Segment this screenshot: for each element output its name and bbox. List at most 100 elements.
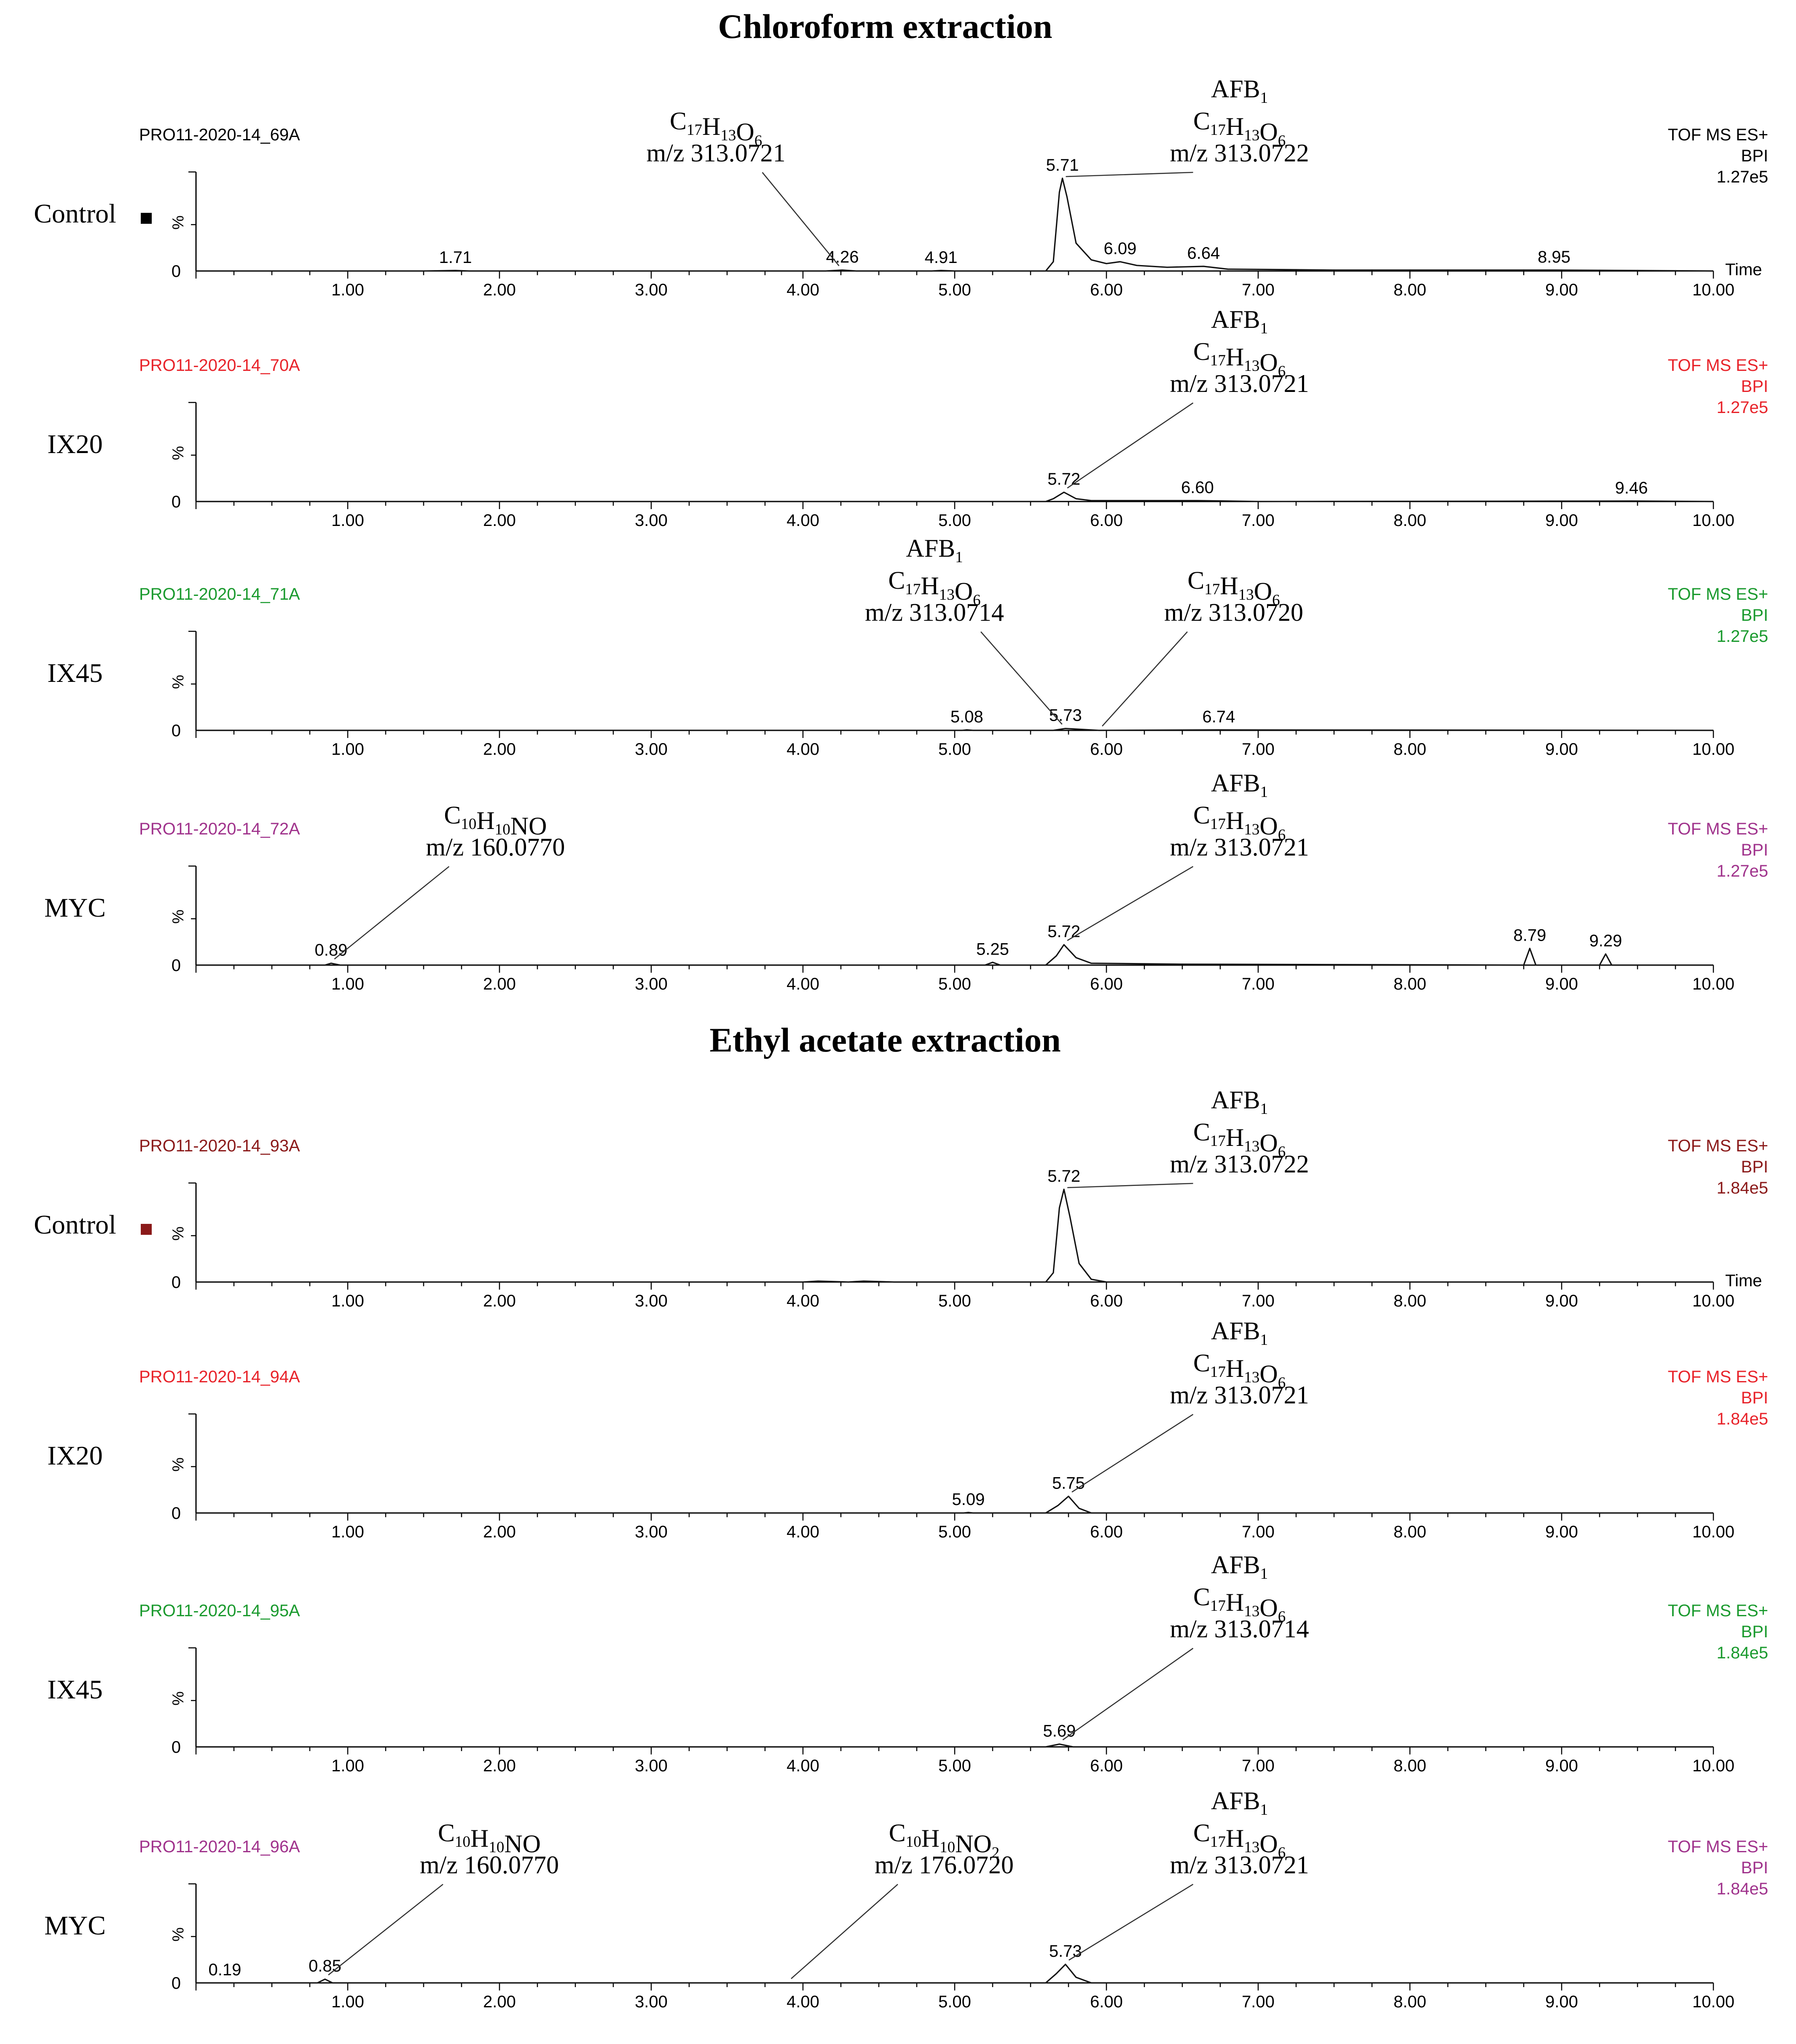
annotation-formula: C17H13O6 <box>1193 801 1286 844</box>
series-line <box>196 177 1714 272</box>
annotation-name: AFB1 <box>1211 769 1268 801</box>
y-zero-label: 0 <box>172 1974 181 1993</box>
annotation-leader <box>1067 402 1194 489</box>
chromatogram-panel: PRO11-2020-14_96A TOF MS ES+ BPI 1.84e5 MYC 0… <box>44 1787 1768 2011</box>
x-tick-label: 9.00 <box>1545 1292 1578 1310</box>
x-tick-label: 9.00 <box>1545 740 1578 759</box>
x-tick-label: 7.00 <box>1242 1292 1275 1310</box>
annotation-name: AFB1 <box>906 534 963 566</box>
x-tick-label: 2.00 <box>483 511 516 530</box>
x-tick-label: 1.00 <box>331 1523 364 1541</box>
x-tick-label: 6.00 <box>1090 1757 1123 1775</box>
annotation-mz: m/z 313.0720 <box>1164 598 1303 626</box>
extraction-group: Ethyl acetate extraction PRO11-2020-14_93… <box>34 1021 1768 2011</box>
peak-label: 6.60 <box>1181 478 1214 497</box>
header-line: BPI <box>1741 147 1768 165</box>
x-tick-label: 2.00 <box>483 975 516 993</box>
sample-id: PRO11-2020-14_96A <box>139 1837 300 1856</box>
x-tick-label: 6.00 <box>1090 1523 1123 1541</box>
annotation-name: AFB1 <box>1211 75 1268 107</box>
x-tick-label: 8.00 <box>1393 1523 1426 1541</box>
x-tick-label: 4.00 <box>787 1993 819 2011</box>
annotation-formula: C17H13O6 <box>1193 1349 1286 1392</box>
annotation-leader <box>1068 1883 1194 1961</box>
y-axis-label: % <box>169 446 187 460</box>
group-title: Ethyl acetate extraction <box>709 1021 1060 1059</box>
x-tick-label: 4.00 <box>787 1523 819 1541</box>
header-line: TOF MS ES+ <box>1668 126 1768 144</box>
x-tick-label: 8.00 <box>1393 975 1426 993</box>
row-label: IX20 <box>47 429 103 459</box>
annotation-mz: m/z 313.0721 <box>1170 1851 1309 1879</box>
annotation-formula: C10H10NO <box>444 801 547 840</box>
annotation-leader <box>1062 1647 1194 1741</box>
x-axis-title: Time <box>1725 260 1762 279</box>
x-tick-label: 8.00 <box>1393 1993 1426 2011</box>
sample-id: PRO11-2020-14_69A <box>139 126 300 144</box>
x-tick-label: 10.00 <box>1692 975 1734 993</box>
peak-label: 6.74 <box>1202 708 1235 726</box>
row-label: IX20 <box>47 1440 103 1470</box>
annotation-mz: m/z 313.0721 <box>1170 370 1309 397</box>
x-tick-label: 10.00 <box>1692 1523 1734 1541</box>
annotation-formula: C17H13O6 <box>1193 1819 1286 1862</box>
x-tick-label: 9.00 <box>1545 975 1578 993</box>
peak-label: 0.89 <box>314 941 347 960</box>
x-tick-label: 5.00 <box>938 281 971 299</box>
annotation-name: AFB1 <box>1211 1086 1268 1118</box>
annotation-mz: m/z 313.0721 <box>1170 833 1309 861</box>
x-tick-label: 5.00 <box>938 740 971 759</box>
header-line: BPI <box>1741 1623 1768 1641</box>
header-line: BPI <box>1741 841 1768 859</box>
annotation-name: AFB1 <box>1211 306 1268 337</box>
y-axis-label: % <box>169 1457 187 1472</box>
x-tick-label: 6.00 <box>1090 281 1123 299</box>
x-tick-label: 3.00 <box>635 1993 668 2011</box>
x-axis-title: Time <box>1725 1271 1762 1290</box>
row-label: IX45 <box>47 658 103 688</box>
sample-id: PRO11-2020-14_93A <box>139 1137 300 1155</box>
sample-id: PRO11-2020-14_70A <box>139 356 300 375</box>
y-axis-label: % <box>169 1691 187 1706</box>
x-tick-label: 3.00 <box>635 1523 668 1541</box>
chromatogram-panel: PRO11-2020-14_72A TOF MS ES+ BPI 1.27e5 MYC 0… <box>44 769 1768 993</box>
x-tick-label: 7.00 <box>1242 1993 1275 2011</box>
x-tick-label: 2.00 <box>483 1523 516 1541</box>
header-line: BPI <box>1741 377 1768 396</box>
chromatogram-panel: PRO11-2020-14_71A TOF MS ES+ BPI 1.27e5 IX45… <box>47 534 1768 759</box>
x-tick-label: 9.00 <box>1545 281 1578 299</box>
header-line: TOF MS ES+ <box>1668 585 1768 604</box>
annotation-name: AFB1 <box>1211 1317 1268 1349</box>
x-tick-label: 9.00 <box>1545 1757 1578 1775</box>
peak-label: 5.25 <box>976 940 1009 958</box>
x-tick-label: 2.00 <box>483 1757 516 1775</box>
x-tick-label: 5.00 <box>938 511 971 530</box>
x-tick-label: 8.00 <box>1393 511 1426 530</box>
x-tick-label: 6.00 <box>1090 1993 1123 2011</box>
peak-label: 9.29 <box>1589 932 1622 950</box>
peak-label: 6.09 <box>1103 239 1136 258</box>
x-tick-label: 5.00 <box>938 1993 971 2011</box>
annotation-leader <box>1067 1183 1193 1188</box>
peak-label: 8.95 <box>1538 248 1570 266</box>
y-axis-label: % <box>169 215 187 230</box>
peak-label: 4.26 <box>826 248 859 266</box>
x-tick-label: 5.00 <box>938 975 971 993</box>
row-label: IX45 <box>47 1674 103 1704</box>
header-line: 1.84e5 <box>1717 1880 1768 1898</box>
header-line: BPI <box>1741 1859 1768 1877</box>
sample-id: PRO11-2020-14_71A <box>139 585 300 604</box>
x-tick-label: 2.00 <box>483 281 516 299</box>
annotation-leader <box>762 172 840 266</box>
y-zero-label: 0 <box>172 722 181 740</box>
peak-label: 5.08 <box>950 708 983 726</box>
x-tick-label: 2.00 <box>483 1292 516 1310</box>
y-zero-label: 0 <box>172 1273 181 1292</box>
x-tick-label: 8.00 <box>1393 740 1426 759</box>
